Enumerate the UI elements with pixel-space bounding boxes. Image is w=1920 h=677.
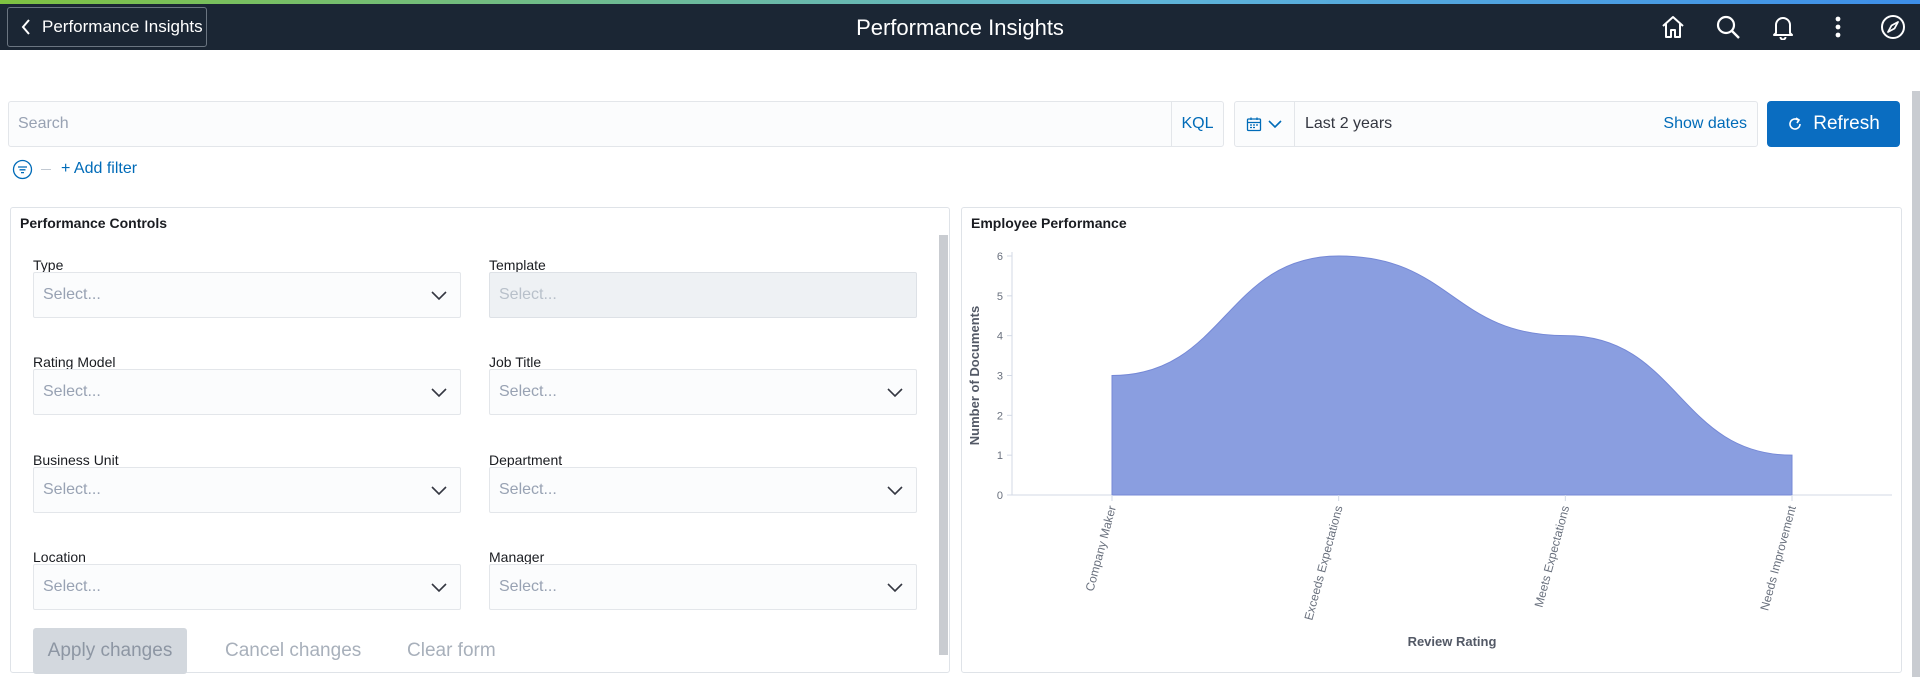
- panel-scrollbar[interactable]: [939, 235, 948, 655]
- kql-toggle[interactable]: KQL: [1171, 102, 1223, 146]
- page-title: Performance Insights: [856, 15, 1064, 40]
- back-button-label: Performance Insights: [42, 17, 203, 36]
- calendar-icon: [1246, 117, 1262, 132]
- y-tick-label: 0: [997, 490, 1003, 502]
- chevron-down-icon: [431, 583, 447, 593]
- chevron-down-icon: [431, 291, 447, 301]
- business-unit-label: Business Unit: [33, 452, 119, 468]
- x-tick-label: Needs Improvement: [1757, 504, 1799, 613]
- notifications-button[interactable]: [1755, 4, 1810, 50]
- manager-label: Manager: [489, 549, 545, 565]
- search-button[interactable]: [1700, 4, 1755, 50]
- chevron-down-icon: [431, 486, 447, 496]
- search-input[interactable]: [9, 102, 1171, 146]
- series-area: [1111, 255, 1793, 496]
- filter-row: + Add filter: [12, 158, 137, 180]
- top-accent-strip: [0, 0, 1920, 4]
- template-label: Template: [489, 257, 546, 273]
- x-tick-label: Company Maker: [1083, 504, 1119, 593]
- y-tick-label: 4: [997, 331, 1003, 343]
- manager-select-value: Select...: [499, 578, 557, 595]
- panel-title: Performance Controls: [20, 215, 168, 231]
- page-scrollbar[interactable]: [1912, 91, 1920, 677]
- job-title-select[interactable]: Select...: [489, 369, 917, 415]
- date-range-label[interactable]: Last 2 years: [1305, 115, 1393, 132]
- compass-icon: [1880, 15, 1905, 39]
- y-tick-label: 5: [997, 291, 1003, 303]
- quick-date-menu-button[interactable]: [1235, 102, 1295, 146]
- y-tick-label: 1: [997, 450, 1003, 462]
- type-select-value: Select...: [43, 286, 101, 303]
- department-label: Department: [489, 452, 563, 468]
- navigator-button[interactable]: [1865, 4, 1920, 50]
- location-select[interactable]: Select...: [33, 564, 461, 610]
- refresh-button[interactable]: Refresh: [1767, 101, 1900, 147]
- search-icon: [1716, 15, 1740, 39]
- x-tick-label: Exceeds Expectations: [1301, 504, 1345, 622]
- employee-performance-chart: 0 1 2 3 4 5 6 Company Maker Exceeds Expectations…: [967, 251, 1892, 649]
- chevron-down-icon: [887, 486, 903, 496]
- job-title-select-value: Select...: [499, 383, 557, 400]
- clear-form-button[interactable]: Clear form: [407, 640, 496, 661]
- x-tick-label: Meets Expectations: [1532, 504, 1573, 609]
- refresh-icon: [1789, 117, 1802, 130]
- app-header: Performance Insights Performance Insight…: [0, 4, 1920, 50]
- rating-model-label: Rating Model: [33, 354, 116, 370]
- home-button[interactable]: [1645, 4, 1700, 50]
- back-button[interactable]: Performance Insights: [7, 7, 207, 47]
- business-unit-select-value: Select...: [43, 481, 101, 498]
- department-select[interactable]: Select...: [489, 467, 917, 513]
- chevron-down-icon: [1268, 120, 1282, 129]
- y-tick-label: 6: [997, 251, 1003, 263]
- date-picker: Last 2 years Show dates: [1234, 101, 1758, 147]
- bell-icon: [1772, 17, 1793, 40]
- query-bar: KQL: [8, 101, 1224, 147]
- y-tick-label: 2: [997, 410, 1003, 422]
- apply-changes-button[interactable]: Apply changes: [33, 628, 187, 674]
- employee-performance-panel: Employee Performance 0 1 2 3 4 5 6 Company Make…: [961, 207, 1902, 673]
- chevron-left-icon: [21, 19, 30, 35]
- chevron-down-icon: [887, 388, 903, 398]
- template-select: Select...: [489, 272, 917, 318]
- chevron-down-icon: [887, 583, 903, 593]
- x-axis-title: Review Rating: [1408, 634, 1497, 649]
- type-select[interactable]: Select...: [33, 272, 461, 318]
- more-vertical-icon: [1835, 16, 1840, 38]
- show-dates-link[interactable]: Show dates: [1663, 115, 1747, 132]
- performance-controls-panel: Performance Controls Type Select... Templa…: [10, 207, 950, 674]
- rating-model-select[interactable]: Select...: [33, 369, 461, 415]
- refresh-button-label: Refresh: [1813, 113, 1880, 134]
- y-axis-title: Number of Documents: [967, 306, 982, 445]
- filter-divider: [41, 168, 51, 170]
- filter-options-icon[interactable]: [12, 159, 33, 180]
- cancel-changes-button[interactable]: Cancel changes: [225, 640, 362, 661]
- chevron-down-icon: [431, 388, 447, 398]
- location-select-value: Select...: [43, 578, 101, 595]
- more-actions-button[interactable]: [1810, 4, 1865, 50]
- manager-select[interactable]: Select...: [489, 564, 917, 610]
- department-select-value: Select...: [499, 481, 557, 498]
- job-title-label: Job Title: [489, 354, 542, 370]
- template-select-value: Select...: [499, 286, 557, 303]
- type-label: Type: [33, 257, 64, 273]
- add-filter-link[interactable]: + Add filter: [61, 160, 138, 177]
- business-unit-select[interactable]: Select...: [33, 467, 461, 513]
- y-tick-label: 3: [997, 371, 1003, 383]
- panel-title: Employee Performance: [971, 215, 1127, 231]
- home-icon: [1661, 16, 1684, 38]
- rating-model-select-value: Select...: [43, 383, 101, 400]
- location-label: Location: [33, 549, 86, 565]
